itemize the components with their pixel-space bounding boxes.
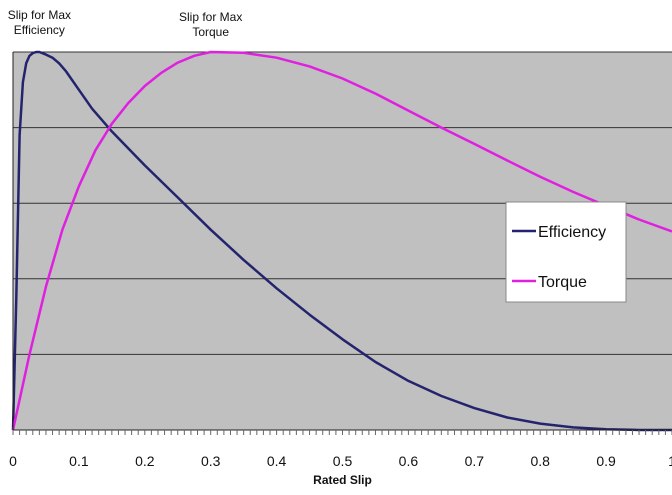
x-tick-label: 1 <box>668 453 672 469</box>
x-tick-label: 0.9 <box>596 453 616 469</box>
x-tick-label: 0.6 <box>399 453 419 469</box>
x-tick-label: 0.2 <box>135 453 155 469</box>
series-layer <box>11 50 672 432</box>
x-tick-label: 0.5 <box>333 453 353 469</box>
series-line-torque <box>11 50 672 431</box>
legend-label: Torque <box>538 274 587 291</box>
x-axis-label: Rated Slip <box>313 473 372 487</box>
x-tick-label: 0 <box>9 453 17 469</box>
x-tick-label: 0.7 <box>465 453 485 469</box>
annotation-line: Efficiency <box>13 23 65 37</box>
x-tick-label: 0.4 <box>267 453 287 469</box>
x-tick-label: 0.8 <box>530 453 550 469</box>
annotation-max-torque: Slip for Max Torque <box>167 10 255 40</box>
x-tick-label: 0.3 <box>201 453 221 469</box>
x-axis: 0 0.1 0.2 0.3 0.4 0.5 0.6 0.7 0.8 0.9 1 <box>9 52 672 469</box>
annotation-line: Torque <box>192 25 230 39</box>
series-line-efficiency <box>11 50 672 432</box>
annotation-max-efficiency: Slip for Max Efficiency <box>0 8 81 38</box>
legend-label: Efficiency <box>538 224 606 241</box>
legend: Efficiency Torque <box>505 201 627 303</box>
annotation-line: Slip for Max <box>7 8 72 22</box>
legend-box <box>505 201 627 303</box>
annotation-line: Slip for Max <box>179 10 243 24</box>
x-tick-label: 0.1 <box>69 453 89 469</box>
